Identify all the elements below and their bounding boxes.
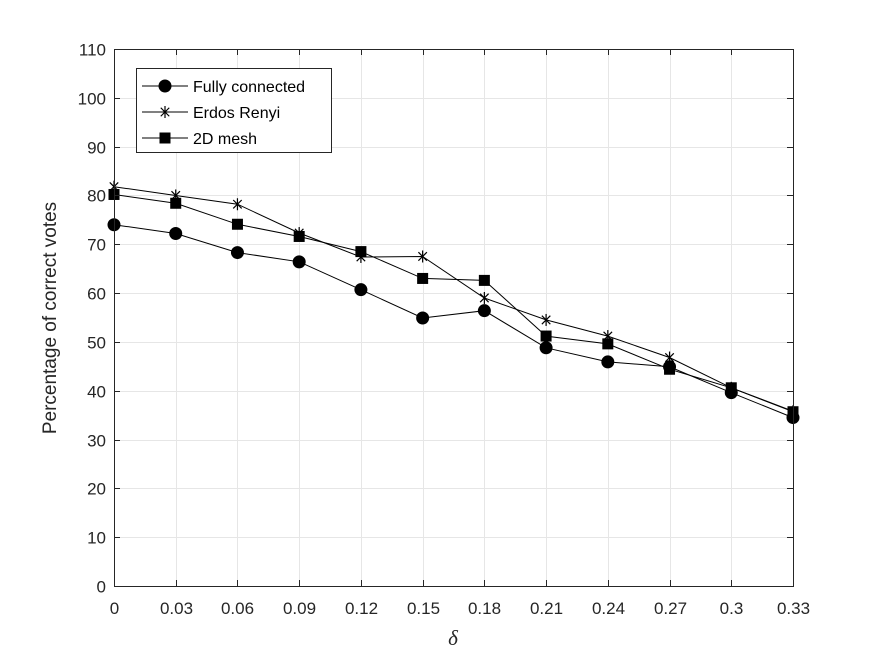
y-tick-label: 80 bbox=[87, 187, 106, 206]
data-point-erdos-renyi bbox=[541, 313, 551, 326]
data-point-fully-connected bbox=[230, 246, 244, 260]
series-line-fully-connected bbox=[113, 224, 794, 419]
x-tick-label: 0.12 bbox=[345, 599, 378, 618]
y-axis-label: Percentage of correct votes bbox=[40, 202, 61, 434]
x-tick-label: 0.33 bbox=[777, 599, 810, 618]
x-tick-label: 0.3 bbox=[720, 599, 744, 618]
y-tick-label: 20 bbox=[87, 480, 106, 499]
data-point-fully-connected bbox=[292, 255, 306, 269]
data-point-fully-connected bbox=[416, 311, 430, 325]
legend-items: Fully connected Erdos Renyi 2D mesh bbox=[142, 79, 305, 148]
x-tick-label: 0.15 bbox=[407, 599, 440, 618]
legend-marker bbox=[160, 106, 170, 118]
x-tick-label: 0.03 bbox=[160, 599, 193, 618]
legend-marker bbox=[159, 132, 171, 144]
legend-item-2d-mesh: 2D mesh bbox=[142, 131, 257, 148]
legend-label: 2D mesh bbox=[193, 131, 257, 148]
y-tick-label: 0 bbox=[97, 578, 106, 597]
x-tick-label: 0.27 bbox=[654, 599, 687, 618]
y-tick-label: 50 bbox=[87, 334, 106, 353]
legend-item-fully-connected: Fully connected bbox=[142, 79, 305, 96]
y-tick-label: 30 bbox=[87, 432, 106, 451]
data-point-2d-mesh bbox=[293, 230, 305, 242]
series-line-erdos-renyi bbox=[113, 186, 794, 412]
data-point-fully-connected bbox=[601, 355, 615, 369]
data-point-2d-mesh bbox=[231, 218, 243, 230]
y-tick-label: 60 bbox=[87, 285, 106, 304]
data-point-2d-mesh bbox=[664, 363, 676, 375]
legend-label: Fully connected bbox=[193, 79, 305, 96]
data-point-erdos-renyi bbox=[417, 250, 428, 263]
x-tick-label: 0.18 bbox=[468, 599, 501, 618]
legend: Fully connected Erdos Renyi 2D mesh bbox=[136, 68, 332, 153]
data-point-erdos-renyi bbox=[479, 291, 490, 304]
data-point-2d-mesh bbox=[725, 382, 737, 394]
y-tick-label: 10 bbox=[87, 529, 106, 548]
y-tick-label: 100 bbox=[78, 90, 106, 109]
data-point-erdos-renyi bbox=[664, 351, 675, 364]
x-tick-labels: 0 0.03 0.06 0.09 0.12 0.15 0.18 0.21 0.24 0.27 0.3… bbox=[110, 599, 810, 618]
data-point-2d-mesh bbox=[417, 272, 429, 284]
y-tick-label: 90 bbox=[87, 139, 106, 158]
axes-box bbox=[114, 49, 794, 587]
x-tick-label: 0.09 bbox=[283, 599, 316, 618]
legend-label: Erdos Renyi bbox=[193, 105, 280, 122]
y-tick-label: 40 bbox=[87, 383, 106, 402]
data-point-2d-mesh bbox=[478, 274, 490, 286]
y-tick-labels: 0 10 20 30 40 50 60 70 80 90 100 110 bbox=[78, 41, 106, 597]
x-tick-label: 0.06 bbox=[221, 599, 254, 618]
y-tick-label: 70 bbox=[87, 236, 106, 255]
data-point-erdos-renyi bbox=[232, 198, 243, 211]
data-point-2d-mesh bbox=[540, 330, 552, 342]
series-line-2d-mesh bbox=[113, 194, 794, 413]
x-axis-label: δ bbox=[448, 626, 459, 650]
x-tick-label: 0.24 bbox=[592, 599, 625, 618]
data-point-2d-mesh bbox=[170, 197, 182, 209]
data-point-fully-connected bbox=[477, 304, 491, 318]
data-point-2d-mesh bbox=[355, 246, 367, 258]
data-point-fully-connected bbox=[539, 341, 553, 355]
x-tick-label: 0 bbox=[110, 599, 119, 618]
series-fully-connected bbox=[107, 218, 800, 425]
ticks bbox=[114, 49, 794, 587]
y-tick-label: 110 bbox=[79, 41, 106, 60]
x-tick-label: 0.21 bbox=[530, 599, 563, 618]
data-point-2d-mesh bbox=[602, 338, 614, 350]
data-point-fully-connected bbox=[354, 283, 368, 297]
legend-item-erdos-renyi: Erdos Renyi bbox=[142, 105, 280, 122]
data-point-fully-connected bbox=[169, 227, 183, 241]
legend-marker bbox=[158, 79, 172, 93]
